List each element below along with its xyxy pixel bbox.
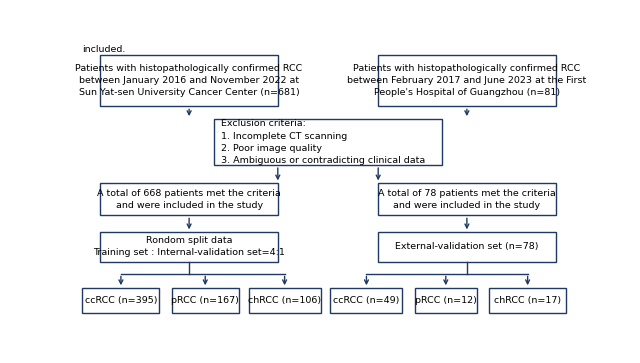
FancyBboxPatch shape bbox=[378, 183, 556, 216]
FancyBboxPatch shape bbox=[378, 55, 556, 106]
FancyBboxPatch shape bbox=[378, 232, 556, 262]
FancyBboxPatch shape bbox=[172, 288, 239, 313]
Text: ccRCC (n=49): ccRCC (n=49) bbox=[333, 296, 399, 305]
Text: External-validation set (n=78): External-validation set (n=78) bbox=[395, 242, 539, 252]
Text: chRCC (n=106): chRCC (n=106) bbox=[248, 296, 321, 305]
FancyBboxPatch shape bbox=[214, 119, 442, 165]
Text: Patients with histopathologically confirmed RCC
between February 2017 and June 2: Patients with histopathologically confir… bbox=[348, 64, 586, 97]
Text: Patients with histopathologically confirmed RCC
between January 2016 and Novembe: Patients with histopathologically confir… bbox=[76, 64, 303, 97]
Text: pRCC (n=12): pRCC (n=12) bbox=[415, 296, 477, 305]
FancyBboxPatch shape bbox=[100, 183, 278, 216]
Text: Rondom split data
Training set : Internal-validation set=4:1: Rondom split data Training set : Interna… bbox=[93, 236, 285, 257]
FancyBboxPatch shape bbox=[100, 55, 278, 106]
FancyBboxPatch shape bbox=[83, 288, 159, 313]
Text: A total of 78 patients met the criteria
and were included in the study: A total of 78 patients met the criteria … bbox=[378, 189, 556, 210]
FancyBboxPatch shape bbox=[330, 288, 403, 313]
Text: included.: included. bbox=[83, 45, 126, 54]
Text: chRCC (n=17): chRCC (n=17) bbox=[494, 296, 561, 305]
FancyBboxPatch shape bbox=[415, 288, 477, 313]
Text: pRCC (n=167): pRCC (n=167) bbox=[172, 296, 239, 305]
Text: Exclusion criteria:
1. Incomplete CT scanning
2. Poor image quality
3. Ambiguous: Exclusion criteria: 1. Incomplete CT sca… bbox=[221, 119, 426, 165]
FancyBboxPatch shape bbox=[249, 288, 321, 313]
Text: ccRCC (n=395): ccRCC (n=395) bbox=[84, 296, 157, 305]
FancyBboxPatch shape bbox=[100, 232, 278, 262]
FancyBboxPatch shape bbox=[489, 288, 566, 313]
Text: A total of 668 patients met the criteria
and were included in the study: A total of 668 patients met the criteria… bbox=[97, 189, 281, 210]
